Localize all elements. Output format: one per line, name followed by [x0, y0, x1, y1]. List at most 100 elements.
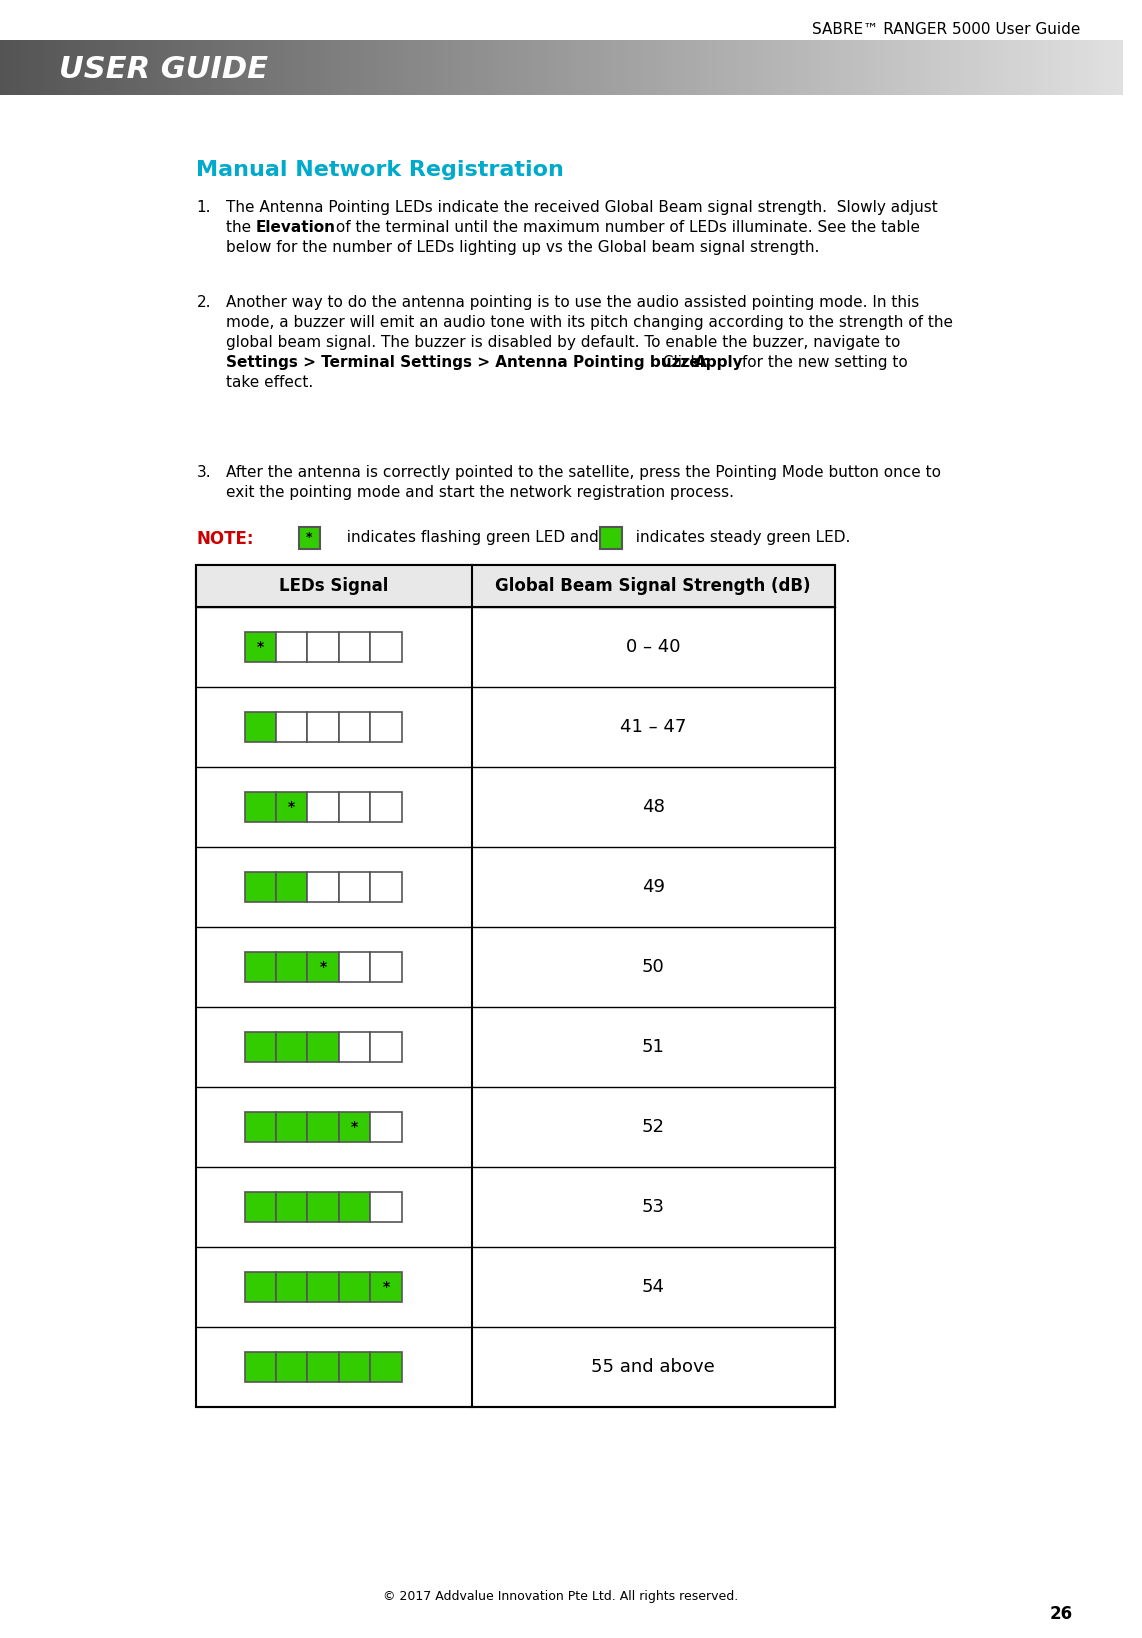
Text: USER GUIDE: USER GUIDE	[59, 56, 268, 84]
Bar	[780, 39, 786, 95]
Bar	[244, 1192, 276, 1222]
Bar	[734, 39, 741, 95]
Bar	[196, 39, 203, 95]
Bar	[45, 39, 51, 95]
Bar	[1021, 39, 1028, 95]
Bar	[325, 39, 332, 95]
Bar	[774, 39, 781, 95]
Text: 0 – 40: 0 – 40	[626, 637, 681, 655]
Bar	[673, 39, 679, 95]
Bar	[235, 39, 242, 95]
Bar	[634, 39, 641, 95]
Bar	[898, 39, 904, 95]
Bar	[307, 632, 339, 662]
Bar	[39, 39, 46, 95]
Bar	[1010, 39, 1016, 95]
Bar	[129, 39, 136, 95]
Text: 49: 49	[642, 878, 665, 896]
Bar	[370, 1351, 402, 1382]
Bar	[168, 39, 175, 95]
Bar	[112, 39, 119, 95]
Bar	[297, 39, 304, 95]
Bar	[819, 39, 826, 95]
Text: 41 – 47: 41 – 47	[620, 717, 686, 735]
Bar	[50, 39, 57, 95]
Bar	[307, 713, 339, 742]
Bar	[303, 39, 309, 95]
Bar	[802, 39, 809, 95]
Bar	[1054, 39, 1061, 95]
Bar	[746, 39, 753, 95]
Bar	[971, 39, 976, 95]
Bar	[276, 632, 307, 662]
Bar	[370, 1192, 402, 1222]
Bar	[684, 39, 691, 95]
Bar	[976, 39, 982, 95]
Text: Global Beam Signal Strength (dB): Global Beam Signal Strength (dB)	[496, 577, 811, 595]
Text: indicates flashing green LED and: indicates flashing green LED and	[337, 531, 598, 545]
Bar	[595, 39, 601, 95]
Text: Settings > Terminal Settings > Antenna Pointing buzzer.: Settings > Terminal Settings > Antenna P…	[226, 355, 710, 370]
Bar	[118, 39, 124, 95]
Bar	[925, 39, 932, 95]
Bar	[314, 39, 321, 95]
Bar	[415, 39, 421, 95]
Text: © 2017 Addvalue Innovation Pte Ltd. All rights reserved.: © 2017 Addvalue Innovation Pte Ltd. All …	[384, 1590, 739, 1604]
Bar	[1088, 39, 1095, 95]
Bar	[270, 39, 276, 95]
Bar	[678, 39, 685, 95]
Bar	[701, 39, 708, 95]
Bar	[807, 39, 814, 95]
Bar	[886, 39, 893, 95]
Bar	[23, 39, 29, 95]
Bar	[56, 39, 63, 95]
Bar	[847, 39, 853, 95]
Text: *: *	[383, 1279, 389, 1294]
Bar	[892, 39, 899, 95]
Bar	[1100, 39, 1105, 95]
Bar	[307, 871, 339, 903]
Bar	[875, 39, 882, 95]
Bar	[858, 39, 864, 95]
Text: for the new setting to: for the new setting to	[737, 355, 908, 370]
Bar	[420, 39, 427, 95]
Text: 2.: 2.	[196, 295, 211, 310]
Bar	[135, 39, 142, 95]
Bar	[185, 39, 192, 95]
Bar	[370, 871, 402, 903]
Text: the: the	[226, 219, 256, 234]
Bar	[455, 39, 461, 95]
Bar	[17, 39, 24, 95]
Bar	[1044, 39, 1049, 95]
Bar	[339, 1273, 370, 1302]
Bar	[472, 39, 477, 95]
Bar	[79, 39, 86, 95]
Bar	[730, 39, 735, 95]
Bar	[544, 39, 550, 95]
Bar	[965, 39, 972, 95]
Bar	[247, 39, 254, 95]
Bar	[493, 39, 500, 95]
Bar	[449, 39, 456, 95]
Bar	[919, 39, 926, 95]
Bar	[476, 39, 483, 95]
Bar	[244, 793, 276, 822]
Bar	[370, 793, 402, 822]
Bar	[948, 39, 955, 95]
Bar	[307, 1032, 339, 1061]
Bar	[339, 632, 370, 662]
Bar	[404, 39, 410, 95]
Bar	[791, 39, 797, 95]
Bar	[244, 1032, 276, 1061]
Bar	[432, 39, 439, 95]
Text: of the terminal until the maximum number of LEDs illuminate. See the table: of the terminal until the maximum number…	[331, 219, 920, 234]
Bar	[740, 39, 747, 95]
Bar	[539, 39, 545, 95]
Bar	[561, 39, 568, 95]
Bar	[443, 39, 450, 95]
Bar	[499, 39, 506, 95]
Text: 48: 48	[642, 798, 665, 816]
Bar	[158, 39, 163, 95]
Bar	[751, 39, 758, 95]
Bar	[399, 39, 404, 95]
